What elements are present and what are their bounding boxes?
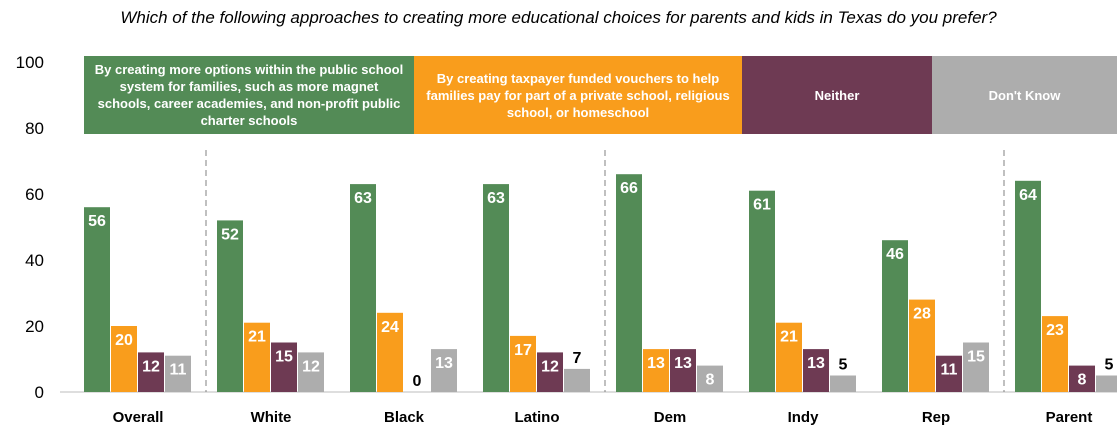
data-label: 5 [1105, 357, 1114, 374]
legend-item: By creating taxpayer funded vouchers to … [414, 56, 742, 134]
chart-title: Which of the following approaches to cre… [120, 8, 997, 27]
data-label: 64 [1019, 187, 1037, 204]
category-label: Parent [1046, 409, 1093, 425]
data-label: 63 [354, 190, 372, 207]
bar [564, 368, 590, 392]
data-label: 12 [541, 358, 559, 375]
bar [803, 349, 829, 392]
bar [749, 190, 775, 392]
data-label: 15 [967, 349, 985, 366]
category-label: Black [384, 409, 425, 425]
data-label: 23 [1046, 322, 1064, 339]
bar [244, 322, 270, 392]
bar [298, 352, 324, 392]
bars-layer [84, 174, 1117, 392]
y-tick-label: 60 [25, 185, 44, 204]
data-label: 46 [886, 246, 904, 263]
bar [1096, 375, 1117, 392]
data-label: 11 [941, 362, 958, 379]
category-label: Indy [788, 409, 819, 425]
data-label: 13 [807, 355, 825, 372]
data-label: 21 [780, 329, 798, 346]
bar [776, 322, 802, 392]
bar [616, 174, 642, 392]
data-label: 8 [706, 372, 715, 389]
legend-item: Don't Know [932, 56, 1117, 134]
data-label: 24 [381, 319, 399, 336]
bar [84, 207, 110, 392]
category-label: Overall [113, 409, 164, 425]
data-label: 21 [248, 329, 266, 346]
bar [537, 352, 563, 392]
separator-layer [205, 150, 1005, 392]
bar [1069, 365, 1095, 392]
bar [670, 349, 696, 392]
y-tick-label: 0 [35, 383, 44, 402]
data-label: 61 [753, 197, 771, 214]
data-label: 12 [302, 358, 320, 375]
data-label: 13 [674, 355, 692, 372]
data-label: 8 [1078, 372, 1087, 389]
bar [909, 299, 935, 392]
y-tick-label: 100 [16, 53, 44, 72]
data-label: 66 [620, 180, 638, 197]
category-label: White [251, 409, 292, 425]
data-label: 56 [88, 213, 106, 230]
data-label: 12 [142, 358, 160, 375]
legend-item: By creating more options within the publ… [84, 56, 414, 134]
data-label: 13 [647, 355, 665, 372]
y-tick-label: 20 [25, 317, 44, 336]
data-label: 11 [170, 362, 187, 379]
bar [165, 355, 191, 392]
bar [138, 352, 164, 392]
bar [882, 240, 908, 392]
bar [271, 342, 297, 392]
bar [1015, 180, 1041, 392]
bar [111, 326, 137, 392]
bar [643, 349, 669, 392]
bar [431, 349, 457, 392]
data-label: 15 [275, 349, 293, 366]
y-tick-label: 40 [25, 251, 44, 270]
data-label: 28 [913, 306, 931, 323]
data-label: 13 [435, 355, 453, 372]
data-label: 7 [573, 350, 582, 367]
bar [350, 184, 376, 392]
data-labels-layer: Overall 56 20 12 11 White 52 21 15 12 Black 63 24 0 13… [88, 180, 1113, 425]
data-label: 52 [221, 226, 239, 243]
bar [377, 312, 403, 392]
data-label: 63 [487, 190, 505, 207]
bar [1042, 316, 1068, 392]
bar [963, 342, 989, 392]
bar [936, 355, 962, 392]
category-label: Rep [922, 409, 950, 425]
bar [510, 335, 536, 392]
data-label: 17 [514, 342, 532, 359]
bar [483, 184, 509, 392]
legend-item: Neither [742, 56, 932, 134]
data-label: 0 [413, 373, 422, 390]
bar [217, 220, 243, 392]
data-label: 5 [839, 357, 848, 374]
bar [697, 365, 723, 392]
category-label: Latino [515, 409, 560, 425]
bar [830, 375, 856, 392]
category-label: Dem [654, 409, 687, 425]
data-label: 20 [115, 332, 133, 349]
y-tick-label: 80 [25, 119, 44, 138]
